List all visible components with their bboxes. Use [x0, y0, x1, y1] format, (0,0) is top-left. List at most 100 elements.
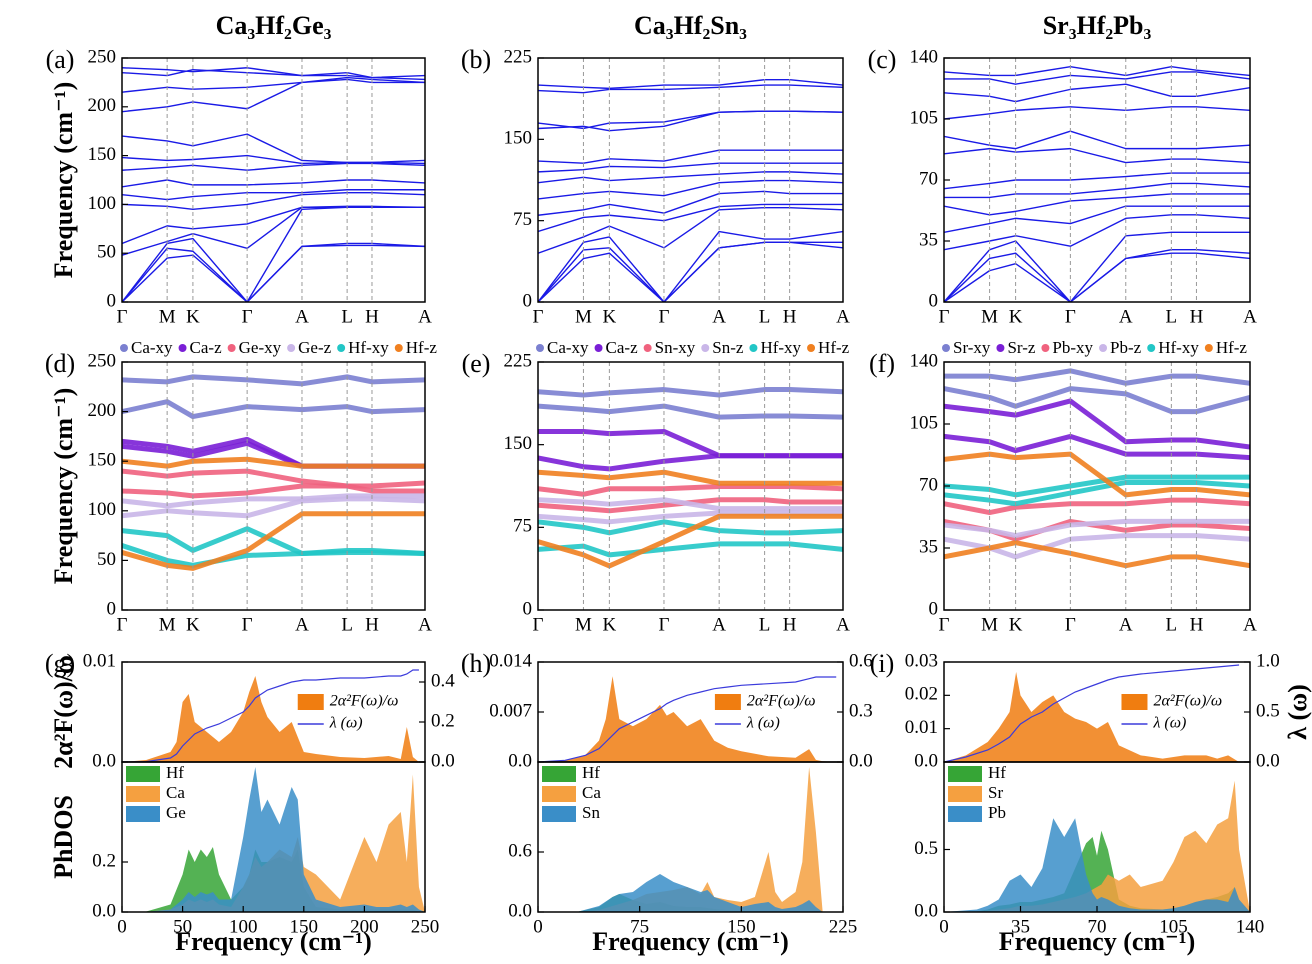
- phonon-band: [122, 162, 425, 171]
- x-tick-label: A: [418, 306, 432, 327]
- area: [122, 767, 425, 912]
- phonon-band: [538, 469, 843, 486]
- y-tick-label: 35: [919, 536, 938, 557]
- y-tick-label: 100: [88, 499, 117, 520]
- legend-marker: [1099, 344, 1108, 352]
- plot: [944, 368, 1250, 569]
- x-tick-label: 35: [1011, 916, 1030, 937]
- y-tick-label: 0.01: [905, 717, 938, 738]
- x-tick-label: M: [575, 614, 592, 635]
- y-tick-label: 0: [523, 598, 533, 619]
- y-tick-label: 0: [107, 290, 117, 311]
- x-tick-label: 0: [939, 916, 949, 937]
- legend-marker: [120, 344, 128, 352]
- legend-label: Hf-xy: [1158, 338, 1199, 357]
- phonon-band: [538, 541, 843, 558]
- y-tick-label: 0.0: [914, 750, 938, 771]
- x-tick-label: K: [1009, 614, 1023, 635]
- area: [944, 818, 1250, 912]
- column-title: Ca₃Hf₂Ge₃: [216, 11, 332, 40]
- phonon-band: [944, 205, 1250, 233]
- phonon-band: [538, 241, 843, 302]
- plot: [944, 780, 1250, 912]
- y-tick-label: 0.03: [905, 650, 938, 671]
- y-tick-label: 0: [523, 290, 533, 311]
- plot: [944, 664, 1240, 762]
- legend-marker: [1041, 344, 1050, 352]
- y-tick-label: 0.0: [92, 750, 116, 771]
- area: [944, 672, 1240, 762]
- legend-label: Hf-z: [818, 338, 850, 357]
- x-tick-label: 50: [173, 916, 192, 937]
- y-tick-label: 225: [504, 350, 533, 371]
- plot: [538, 676, 837, 762]
- x-tick-label: A: [295, 306, 309, 327]
- plot: [538, 387, 843, 569]
- y-tick-label: 0.2: [92, 850, 116, 871]
- x-tick-label: 0: [117, 916, 127, 937]
- y-axis-label: Frequency (cm⁻¹): [49, 388, 78, 585]
- y-tick-label: 0.0: [914, 900, 938, 921]
- phonon-band: [944, 106, 1250, 120]
- panel-label: (f): [869, 349, 895, 378]
- legend-label: Hf-xy: [348, 338, 389, 357]
- y-tick-label: 75: [513, 209, 532, 230]
- phonon-band: [538, 206, 843, 254]
- y2-tick-label: 0.4: [431, 670, 455, 691]
- x-tick-label: 250: [411, 916, 440, 937]
- phonon-band: [122, 67, 425, 81]
- y-tick-label: 0.007: [489, 700, 532, 721]
- legend-label: Pb-z: [1110, 338, 1142, 357]
- legend-marker: [542, 766, 576, 782]
- y-axis-label: PhDOS: [49, 795, 78, 879]
- phonon-band: [538, 203, 843, 233]
- legend-marker: [287, 344, 296, 352]
- x-tick-label: 140: [1236, 916, 1265, 937]
- x-tick-label: L: [759, 306, 771, 327]
- phonon-band: [944, 66, 1250, 77]
- phonon-band: [944, 386, 1250, 415]
- phonon-band: [122, 191, 425, 210]
- legend-label: Ge-xy: [239, 338, 282, 357]
- area: [538, 874, 843, 912]
- x-tick-label: K: [603, 306, 617, 327]
- panel-label: (i): [870, 649, 895, 678]
- plot: [122, 374, 425, 571]
- legend-label: Ge-z: [298, 338, 331, 357]
- phonon-band: [122, 206, 425, 256]
- area: [122, 676, 419, 762]
- phonon-band: [122, 456, 425, 469]
- legend-label: Hf-z: [406, 338, 438, 357]
- area: [122, 774, 425, 912]
- x-tick-label: H: [783, 306, 797, 327]
- legend-label: Hf: [166, 763, 184, 782]
- y-axis-label: Frequency (cm⁻¹): [49, 82, 78, 279]
- y-tick-label: 35: [919, 229, 938, 250]
- area: [538, 676, 837, 762]
- phonon-band: [122, 543, 425, 568]
- legend-marker: [1121, 694, 1148, 710]
- y2-tick-label: 0.0: [431, 750, 455, 771]
- legend-marker: [536, 344, 544, 352]
- y-tick-label: 0.01: [83, 650, 116, 671]
- legend-marker: [948, 806, 982, 822]
- y-tick-label: 250: [88, 350, 117, 371]
- y2-tick-label: 0.3: [849, 700, 873, 721]
- x-tick-label: K: [1009, 306, 1023, 327]
- lambda-line: [122, 669, 419, 762]
- y-tick-label: 150: [88, 450, 117, 471]
- area: [538, 767, 843, 912]
- legend-marker: [126, 806, 160, 822]
- x-tick-label: L: [1166, 614, 1178, 635]
- legend-marker: [394, 344, 403, 352]
- legend-marker: [594, 344, 603, 352]
- y-tick-label: 150: [504, 433, 533, 454]
- legend-label: Hf-xy: [760, 338, 801, 357]
- legend-marker: [643, 344, 652, 352]
- x-tick-label: 200: [350, 916, 379, 937]
- phonon-band: [944, 540, 1250, 569]
- x-tick-label: Γ: [1065, 614, 1076, 635]
- legend-marker: [948, 786, 982, 802]
- x-tick-label: Γ: [242, 306, 253, 327]
